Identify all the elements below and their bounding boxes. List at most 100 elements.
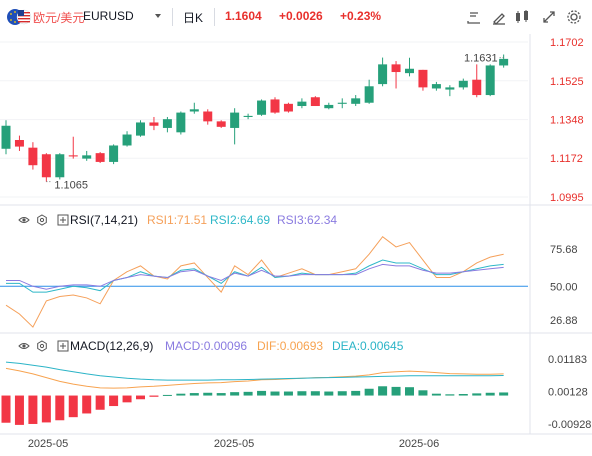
chevron-down-icon[interactable]	[153, 11, 163, 21]
candle-down	[149, 122, 159, 126]
macd-bar-down	[14, 395, 24, 425]
symbol-name[interactable]: 欧元/美元	[33, 11, 85, 25]
gear-icon[interactable]	[36, 340, 48, 352]
date-tick-label: 2025-06	[399, 438, 439, 450]
macd-bar-up	[431, 393, 441, 396]
macd-bar-down	[136, 395, 145, 400]
header-divider	[214, 8, 215, 26]
chart-header: 欧元/美元 EURUSD 日K 1.1604 +0.0026 +0.23%	[0, 0, 592, 34]
macd-bar-up	[499, 392, 509, 396]
candle-up	[297, 101, 307, 107]
macd-bar-down	[95, 395, 105, 410]
candle-up	[364, 86, 374, 103]
symbol-code[interactable]: EURUSD	[83, 9, 134, 23]
rsi3-value: 62.34	[307, 213, 338, 227]
macd-bar-up	[391, 386, 401, 396]
date-tick-label: 2025-05	[214, 438, 254, 450]
candle-down	[28, 147, 38, 166]
timeframe-selector[interactable]: 日K	[183, 11, 204, 25]
price-tick-label: 1.1172	[550, 153, 583, 165]
candle-down	[41, 154, 51, 178]
macd-bar-down	[68, 395, 78, 418]
price-change-pct: +0.23%	[340, 9, 382, 23]
candle-up	[431, 84, 441, 89]
rsi-series-line	[6, 263, 504, 290]
rsi-tick-label: 26.88	[550, 315, 578, 327]
macd-bar-down	[122, 395, 132, 403]
macd-bar-up	[310, 391, 320, 396]
candle-up	[485, 65, 495, 96]
macd-bar-up	[472, 393, 482, 396]
eu-us-flag-icon	[7, 9, 32, 25]
header-divider	[172, 8, 173, 26]
rsi-series-line	[5, 236, 504, 328]
rsi3-label: RSI3:62.34	[277, 213, 338, 227]
macd-bar-down	[55, 395, 65, 421]
rsi2-label: RSI2:64.69	[210, 213, 271, 227]
gear-icon[interactable]	[36, 214, 48, 226]
last-price: 1.1604	[225, 9, 262, 23]
draw-icon[interactable]	[491, 9, 507, 25]
candle-up	[257, 100, 267, 115]
macd-bar-down	[109, 395, 119, 407]
dea-value: 0.00645	[360, 339, 404, 353]
search-icon[interactable]	[466, 9, 482, 25]
candle-down	[472, 79, 482, 96]
macd-bar-down	[41, 395, 51, 423]
price-change: +0.0026	[279, 9, 323, 23]
rsi3-name: RSI3	[277, 213, 304, 227]
dif-value: 0.00693	[279, 339, 324, 353]
rsi2-value: 64.69	[240, 213, 271, 227]
expand-icon[interactable]	[57, 214, 69, 226]
macd-tick-label: 0.00128	[548, 387, 588, 399]
candle-up	[445, 87, 455, 90]
macd-bar-down	[28, 395, 38, 424]
candle-up	[337, 102, 347, 104]
candle-down	[14, 139, 24, 147]
macd-bar-up	[458, 394, 468, 396]
candle-down	[68, 155, 78, 157]
rsi1-label: RSI1:71.51	[147, 213, 208, 227]
macd-bar-up	[230, 392, 240, 396]
candle-up	[351, 98, 361, 104]
macd-bar-up	[485, 392, 495, 396]
candle-down	[418, 69, 428, 88]
compare-icon[interactable]	[514, 9, 530, 25]
expand-icon[interactable]	[57, 340, 69, 352]
macd-tick-label: 0.01183	[548, 354, 587, 366]
rsi-title: RSI(7,14,21)	[70, 213, 139, 227]
fullscreen-icon[interactable]	[541, 9, 557, 25]
dif-label: DIF:0.00693	[257, 339, 324, 353]
settings-icon[interactable]	[566, 9, 582, 25]
macd-bar-up	[405, 387, 414, 396]
macd-tick-label: -0.00928	[548, 419, 591, 431]
macd-bar-down	[1, 395, 11, 423]
dea-line	[5, 361, 504, 381]
macd-bar-up	[283, 391, 293, 396]
macd-bar-up	[445, 394, 455, 396]
macd-bar-up	[243, 391, 253, 396]
macd-bar-up	[257, 390, 267, 396]
candle-down	[203, 111, 213, 122]
candle-up	[189, 109, 199, 112]
candle-down	[216, 121, 226, 127]
macd-bar-up	[418, 390, 428, 396]
macd-name: MACD	[165, 339, 201, 353]
candle-down	[270, 99, 280, 113]
eye-icon[interactable]	[18, 340, 30, 352]
macd-bar-down	[82, 395, 92, 414]
macd-bar-up	[337, 391, 347, 396]
rsi1-value: 71.51	[177, 213, 208, 227]
macd-bar-up	[324, 391, 334, 396]
candle-up	[176, 112, 186, 133]
eye-icon[interactable]	[18, 214, 30, 226]
candle-up	[230, 112, 240, 128]
macd-title: MACD(12,26,9)	[70, 339, 154, 353]
macd-bar-up	[378, 386, 388, 396]
dea-name: DEA	[332, 339, 357, 353]
rsi-tick-label: 75.68	[550, 244, 578, 256]
price-tick-label: 1.1525	[550, 76, 584, 88]
macd-bar-up	[216, 393, 226, 396]
